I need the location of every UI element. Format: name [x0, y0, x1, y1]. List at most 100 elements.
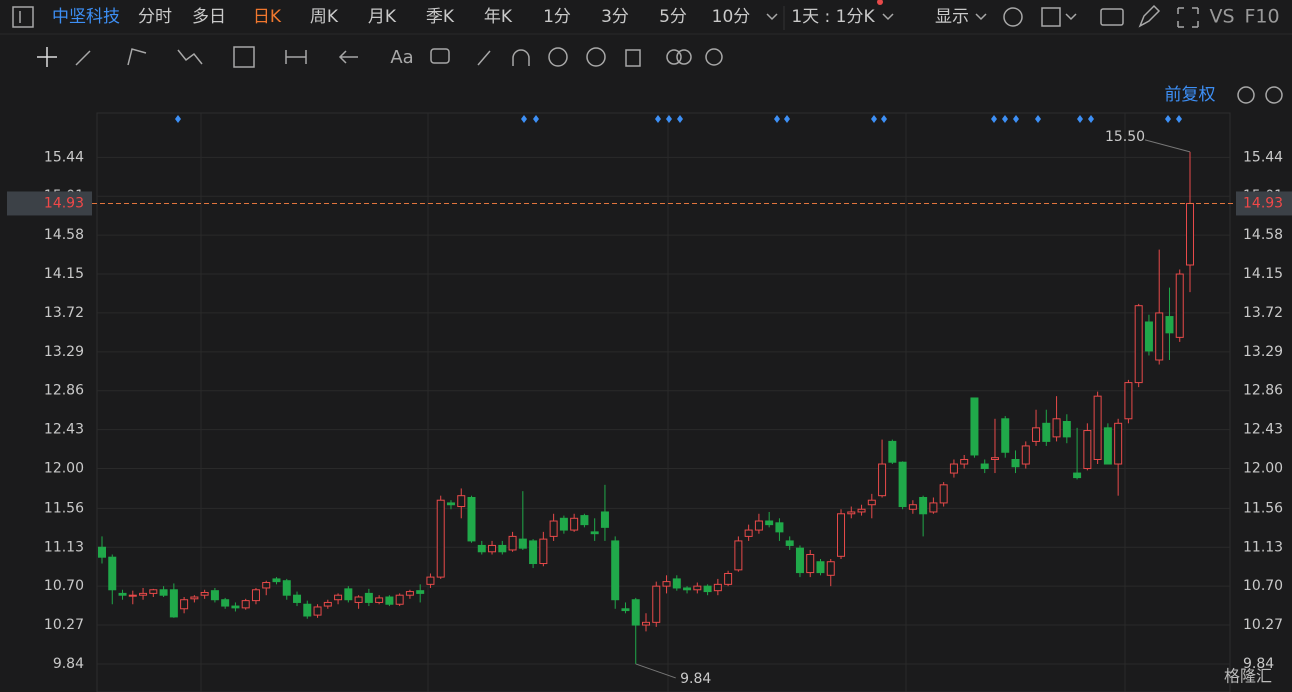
period-tab[interactable]: 周K [310, 7, 339, 27]
current-price-label: 14.93 [1243, 195, 1283, 211]
note-tool[interactable] [430, 48, 450, 64]
top-toolbar: 中坚科技 分时 多日 日K 周K 月K 季K 年K 1分 3分 5分 10分 1… [12, 0, 1280, 30]
candle-body [98, 546, 106, 558]
y2-tick-label: 10.70 [1243, 578, 1283, 594]
event-marker [1035, 115, 1041, 123]
hide-tool[interactable] [586, 47, 606, 67]
fib-tool[interactable] [233, 46, 255, 68]
y-tick-label: 9.84 [53, 656, 84, 672]
period-tab[interactable]: 季K [426, 7, 455, 27]
zoom-out-icon[interactable] [1265, 86, 1283, 104]
y2-tick-label: 15.44 [1243, 149, 1283, 165]
period-tab[interactable]: 年K [484, 7, 513, 27]
overlay-tool [676, 49, 692, 65]
candle-body [251, 589, 260, 602]
candle-body [159, 589, 168, 596]
reset-icon[interactable] [1237, 86, 1255, 104]
y-tick-label: 14.58 [44, 227, 84, 243]
y-tick-label: 15.44 [44, 149, 84, 165]
candle-body [826, 561, 835, 576]
wave-tool[interactable] [177, 49, 203, 65]
overlay-tool[interactable] [666, 49, 682, 65]
candle-body [765, 520, 774, 526]
polyline-tool[interactable] [127, 48, 147, 66]
y-tick-label: 10.70 [44, 578, 84, 594]
pen-tool[interactable] [477, 50, 491, 66]
candle-body [642, 621, 650, 626]
candle-body [1001, 418, 1010, 453]
candle-body [221, 599, 230, 607]
candle-body [498, 544, 507, 553]
text-tool[interactable]: Aa [390, 47, 413, 68]
candle-body [703, 585, 712, 593]
candle-body [190, 596, 199, 600]
candle-body [847, 511, 856, 515]
sidebar-toggle[interactable] [12, 6, 34, 28]
move-icon[interactable] [37, 47, 57, 67]
candle-body [1165, 316, 1174, 334]
period-tab[interactable]: 分时 [138, 7, 172, 27]
measure-tool[interactable] [285, 50, 307, 64]
period-tab[interactable]: 3分 [601, 7, 629, 27]
candle-body [1186, 202, 1194, 266]
arrow-tool[interactable] [338, 50, 358, 64]
y2-tick-label: 10.27 [1243, 617, 1283, 633]
candle-body [375, 597, 384, 603]
candle-body [960, 458, 969, 465]
candle-body [600, 511, 609, 528]
watermark: 格隆汇 [1224, 667, 1272, 686]
candle-body [795, 547, 804, 574]
candle-body [477, 544, 486, 553]
candle-body [467, 496, 476, 542]
period-tab-active[interactable]: 日K [253, 7, 282, 27]
candle-body [395, 594, 404, 605]
period-tab[interactable]: 5分 [659, 7, 687, 27]
settings-icon[interactable] [1003, 7, 1023, 27]
dropdown-arrow[interactable] [766, 13, 778, 21]
period-tab[interactable]: 1分 [543, 7, 571, 27]
y-tick-label: 14.15 [44, 266, 84, 282]
event-marker [1088, 115, 1094, 123]
camera-icon[interactable] [1100, 8, 1124, 26]
candle-body [672, 578, 681, 589]
candle-body [1175, 273, 1184, 338]
y-tick-label: 10.27 [44, 617, 84, 633]
period-tab[interactable]: 10分 [712, 7, 751, 27]
candle-body [1134, 305, 1143, 384]
y2-tick-label: 13.29 [1243, 344, 1283, 360]
dropdown-arrow [975, 13, 987, 21]
adjust-mode[interactable]: 前复权 [1165, 85, 1216, 105]
candle-body [559, 517, 568, 531]
tool-settings[interactable] [705, 48, 723, 66]
period-tab[interactable]: 月K [368, 7, 397, 27]
y-tick-label: 12.43 [44, 422, 84, 438]
display-menu[interactable]: 显示 [935, 7, 969, 27]
candle-body [949, 463, 958, 474]
fullscreen-icon[interactable] [1177, 7, 1199, 28]
sync-tool[interactable] [548, 47, 568, 67]
stock-name[interactable]: 中坚科技 [52, 7, 120, 27]
candle-body [929, 502, 938, 513]
candle-body [282, 580, 291, 596]
layout-icon[interactable] [1041, 7, 1061, 27]
vs-button[interactable]: VS [1209, 6, 1234, 28]
interval-select[interactable]: 1天 : 1分K [791, 7, 875, 27]
candle-body [457, 495, 466, 508]
notice-dot [877, 0, 883, 5]
magnet-tool[interactable] [512, 49, 530, 66]
candle-body [744, 529, 753, 537]
candle-body [1052, 418, 1061, 438]
draw-icon[interactable] [1138, 4, 1161, 28]
line-tool[interactable] [75, 50, 91, 66]
candle-body [1114, 422, 1123, 465]
candle-body [488, 544, 497, 553]
delete-tool[interactable] [625, 49, 641, 67]
candle-body [683, 587, 692, 591]
y-tick-label: 12.86 [44, 383, 84, 399]
candle-body [857, 508, 866, 513]
candle-body [549, 520, 558, 537]
f10-button[interactable]: F10 [1244, 6, 1279, 28]
candle-body [436, 499, 445, 578]
period-tab[interactable]: 多日 [192, 7, 226, 27]
